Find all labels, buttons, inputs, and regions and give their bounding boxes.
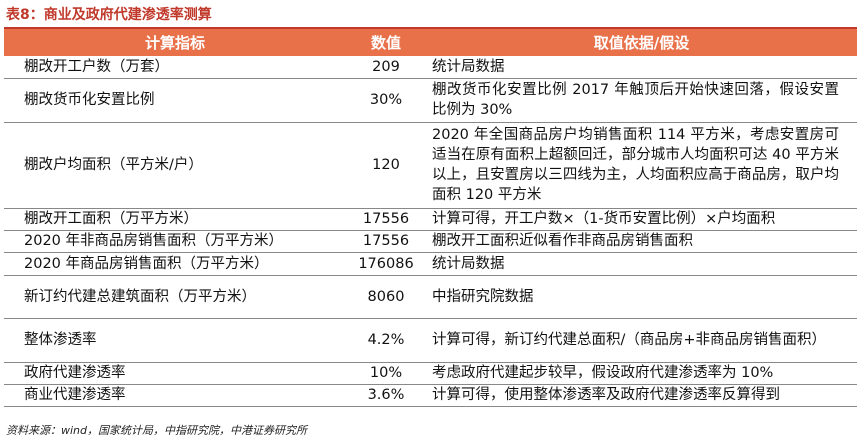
indicator-cell: 2020 年商品房销售面积（万平方米） (4, 252, 346, 276)
table-row: 棚改开工面积（万平方米） 17556 计算可得，开工户数×（1-货币安置比例）×户均… (4, 208, 857, 231)
value-cell: 3.6% (346, 384, 426, 407)
basis-cell: 计算可得，使用整体渗透率及政府代建渗透率反算得到 (426, 384, 857, 407)
table-row: 政府代建渗透率 10% 考虑政府代建起步较早，假设政府代建渗透率为 10% (4, 362, 857, 385)
header-row: 计算指标 数值 取值依据/假设 (4, 29, 857, 56)
value-cell: 10% (346, 362, 426, 385)
value-cell: 17556 (346, 230, 426, 253)
basis-cell: 统计局数据 (426, 252, 857, 276)
table-row: 整体渗透率 4.2% 计算可得，新订约代建总面积/（商品房+非商品房销售面积） (4, 318, 857, 363)
basis-cell: 计算可得，开工户数×（1-货币安置比例）×户均面积 (426, 208, 857, 231)
indicator-cell: 棚改货币化安置比例 (4, 78, 346, 123)
basis-cell: 中指研究院数据 (426, 275, 857, 319)
value-cell: 4.2% (346, 318, 426, 363)
indicator-cell: 整体渗透率 (4, 318, 346, 363)
basis-cell: 计算可得，新订约代建总面积/（商品房+非商品房销售面积） (426, 318, 857, 363)
value-cell: 8060 (346, 275, 426, 319)
table-row: 棚改货币化安置比例 30% 棚改货币化安置比例 2017 年触顶后开始快速回落，假设… (4, 78, 857, 123)
table-row: 商业代建渗透率 3.6% 计算可得，使用整体渗透率及政府代建渗透率反算得到 (4, 384, 857, 407)
indicator-cell: 棚改开工户数（万套） (4, 56, 346, 79)
indicator-cell: 棚改开工面积（万平方米） (4, 208, 346, 231)
indicator-cell: 政府代建渗透率 (4, 362, 346, 385)
indicator-cell: 新订约代建总建筑面积（万平方米） (4, 275, 346, 319)
table-row: 新订约代建总建筑面积（万平方米） 8060 中指研究院数据 (4, 275, 857, 319)
value-cell: 17556 (346, 208, 426, 231)
basis-cell: 考虑政府代建起步较早，假设政府代建渗透率为 10% (426, 362, 857, 385)
basis-cell: 2020 年全国商品房户均销售面积 114 平方米，考虑安置房可适当在原有面积上… (426, 122, 857, 209)
table-row: 2020 年商品房销售面积（万平方米） 176086 统计局数据 (4, 252, 857, 276)
indicator-cell: 棚改户均面积（平方米/户） (4, 122, 346, 209)
estimation-table: 计算指标 数值 取值依据/假设 棚改开工户数（万套） 209 统计局数据 棚改货币化安… (4, 29, 857, 407)
indicator-cell: 2020 年非商品房销售面积（万平方米） (4, 230, 346, 253)
title-underline (4, 27, 857, 29)
value-cell: 30% (346, 78, 426, 123)
table-row: 2020 年非商品房销售面积（万平方米） 17556 棚改开工面积近似看作非商品房销… (4, 230, 857, 253)
header-indicator: 计算指标 (4, 29, 346, 56)
basis-cell: 棚改开工面积近似看作非商品房销售面积 (426, 230, 857, 253)
header-value: 数值 (346, 29, 426, 56)
value-cell: 120 (346, 122, 426, 209)
source-note: 资料来源：wind，国家统计局，中指研究院，中港证券研究所 (6, 424, 308, 437)
basis-cell: 棚改货币化安置比例 2017 年触顶后开始快速回落，假设安置比例为 30% (426, 78, 857, 123)
indicator-cell: 商业代建渗透率 (4, 384, 346, 407)
value-cell: 176086 (346, 252, 426, 276)
value-cell: 209 (346, 56, 426, 79)
table-row: 棚改开工户数（万套） 209 统计局数据 (4, 56, 857, 79)
header-basis: 取值依据/假设 (426, 29, 857, 56)
table-title: 表8：商业及政府代建渗透率测算 (6, 7, 212, 23)
basis-cell: 统计局数据 (426, 56, 857, 79)
table-row: 棚改户均面积（平方米/户） 120 2020 年全国商品房户均销售面积 114 平方… (4, 122, 857, 209)
